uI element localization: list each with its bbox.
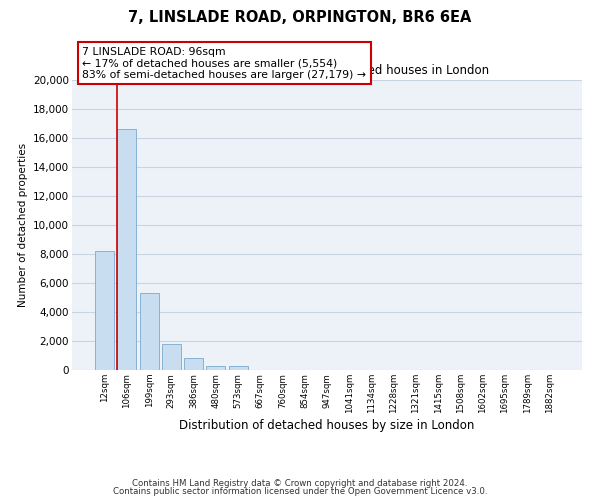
Bar — [140, 293, 158, 370]
Bar — [162, 344, 181, 370]
Bar — [118, 130, 136, 370]
Bar — [184, 358, 203, 370]
Text: Contains HM Land Registry data © Crown copyright and database right 2024.: Contains HM Land Registry data © Crown c… — [132, 478, 468, 488]
Title: Size of property relative to detached houses in London: Size of property relative to detached ho… — [165, 64, 489, 78]
Y-axis label: Number of detached properties: Number of detached properties — [17, 143, 28, 307]
Text: 7, LINSLADE ROAD, ORPINGTON, BR6 6EA: 7, LINSLADE ROAD, ORPINGTON, BR6 6EA — [128, 10, 472, 25]
Text: Contains public sector information licensed under the Open Government Licence v3: Contains public sector information licen… — [113, 487, 487, 496]
Bar — [206, 366, 225, 370]
X-axis label: Distribution of detached houses by size in London: Distribution of detached houses by size … — [179, 418, 475, 432]
Bar — [95, 251, 114, 370]
Bar — [229, 366, 248, 370]
Text: 7 LINSLADE ROAD: 96sqm
← 17% of detached houses are smaller (5,554)
83% of semi-: 7 LINSLADE ROAD: 96sqm ← 17% of detached… — [82, 47, 366, 80]
